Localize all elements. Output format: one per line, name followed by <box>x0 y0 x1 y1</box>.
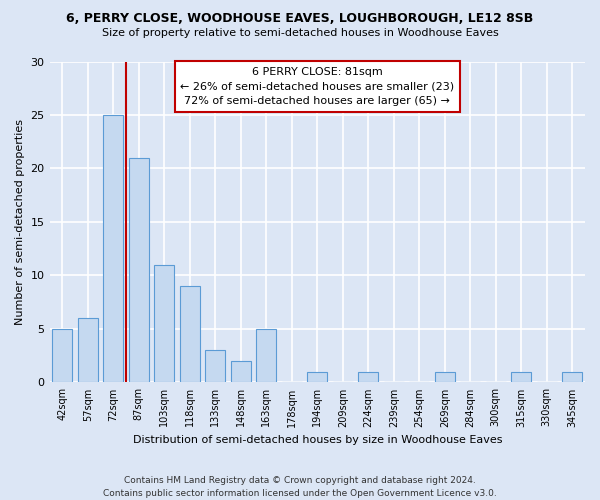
Bar <box>358 372 379 382</box>
Bar <box>77 318 98 382</box>
Bar <box>52 329 73 382</box>
Bar <box>154 265 175 382</box>
Bar <box>103 115 124 382</box>
Bar <box>128 158 149 382</box>
Text: Contains HM Land Registry data © Crown copyright and database right 2024.
Contai: Contains HM Land Registry data © Crown c… <box>103 476 497 498</box>
Bar <box>307 372 328 382</box>
Bar <box>562 372 583 382</box>
Bar <box>511 372 532 382</box>
Text: Size of property relative to semi-detached houses in Woodhouse Eaves: Size of property relative to semi-detach… <box>101 28 499 38</box>
Bar <box>179 286 200 382</box>
Text: 6 PERRY CLOSE: 81sqm
← 26% of semi-detached houses are smaller (23)
72% of semi-: 6 PERRY CLOSE: 81sqm ← 26% of semi-detac… <box>180 67 454 106</box>
Bar <box>256 329 277 382</box>
Text: 6, PERRY CLOSE, WOODHOUSE EAVES, LOUGHBOROUGH, LE12 8SB: 6, PERRY CLOSE, WOODHOUSE EAVES, LOUGHBO… <box>67 12 533 26</box>
X-axis label: Distribution of semi-detached houses by size in Woodhouse Eaves: Distribution of semi-detached houses by … <box>133 435 502 445</box>
Bar <box>230 361 251 382</box>
Bar <box>434 372 455 382</box>
Bar <box>205 350 226 382</box>
Y-axis label: Number of semi-detached properties: Number of semi-detached properties <box>15 119 25 325</box>
